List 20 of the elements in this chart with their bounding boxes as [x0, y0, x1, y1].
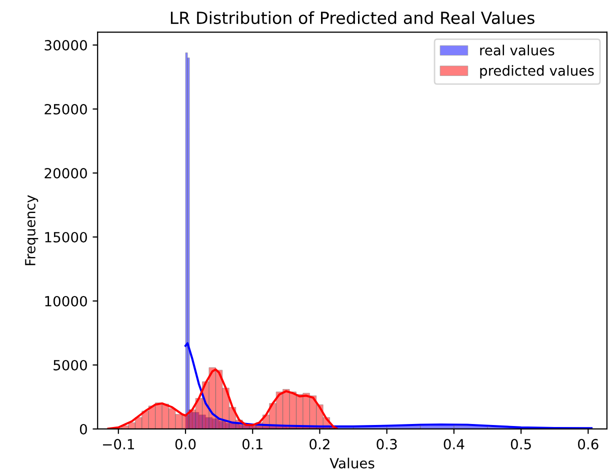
legend-label: real values	[480, 44, 554, 56]
y-axis-title: Frequency	[25, 195, 38, 266]
y-tick-label: 25000	[44, 104, 87, 114]
y-tick-label: 30000	[44, 40, 87, 51]
x-tick-label: 0.0	[175, 438, 196, 450]
x-tick-label: 0.6	[578, 438, 598, 450]
y-tick-label: 0	[80, 424, 87, 434]
x-tick-label: 0.4	[444, 438, 464, 450]
x-tick-label: 0.1	[242, 438, 262, 450]
y-tick-label: 5000	[54, 360, 87, 370]
x-axis-title: Values	[330, 458, 374, 468]
x-tick-label: 0.3	[376, 438, 397, 450]
x-tick-label: 0.5	[510, 438, 531, 450]
y-tick-label: 15000	[45, 232, 87, 242]
x-tick-label: −0.1	[103, 438, 134, 450]
y-tick-label: 20000	[44, 168, 87, 178]
legend-label: predicted values	[480, 65, 594, 79]
x-tick-label: 0.2	[310, 438, 330, 450]
chart-title: LR Distribution of Predicted and Real Values	[170, 11, 534, 24]
y-tick-label: 10000	[45, 296, 87, 306]
